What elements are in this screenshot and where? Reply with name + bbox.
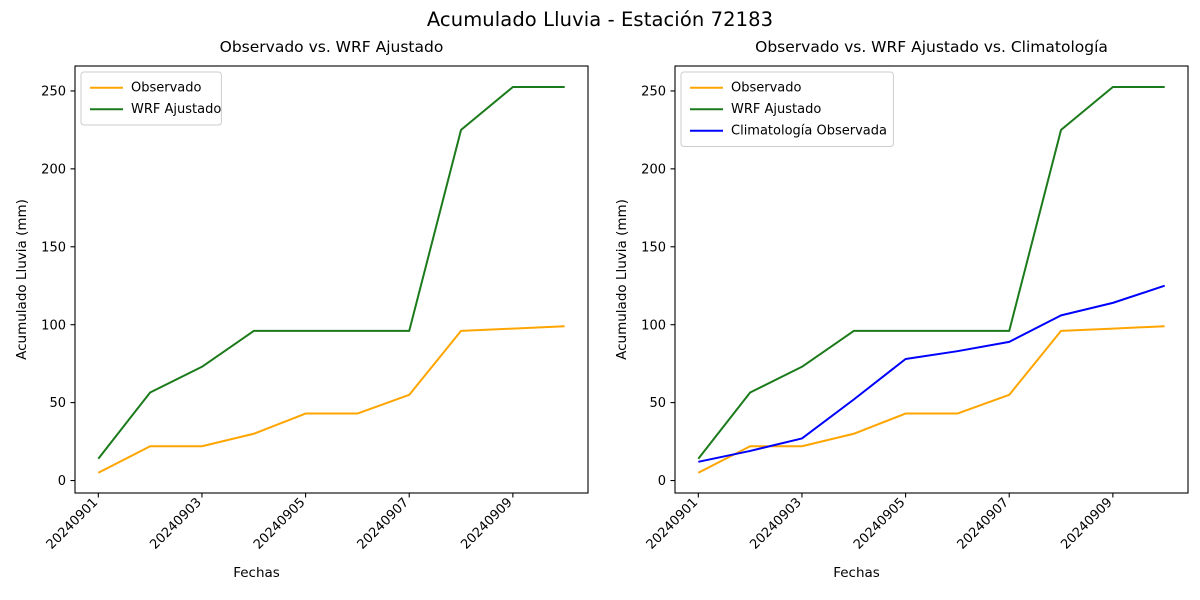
legend-label-climatolog-a-observada: Climatología Observada [731, 123, 887, 138]
x-axis-label: Fechas [833, 565, 880, 581]
x-tick-label: 20240901 [44, 495, 101, 552]
x-axis-label: Fechas [233, 565, 280, 581]
data-line-wrf-ajustado [697, 86, 1165, 460]
x-tick-label: 20240905 [851, 495, 908, 552]
chart-panel-left: Observado vs. WRF Ajustado 0 50 100 150 200 25… [14, 38, 589, 581]
y-tick-label: 100 [41, 318, 66, 333]
y-tick-label: 200 [41, 162, 66, 177]
x-tick-label: 20240901 [644, 495, 701, 552]
plot-frame [674, 65, 1189, 494]
axes-title: Observado vs. WRF Ajustado [220, 38, 444, 56]
y-tick-label: 150 [641, 240, 666, 255]
data-line-observado [97, 325, 565, 474]
legend-box [680, 71, 894, 147]
y-tick-label: 150 [41, 240, 66, 255]
x-tick-label: 20240909 [1058, 495, 1115, 552]
axes-title: Observado vs. WRF Ajustado vs. Climatolo… [755, 38, 1108, 56]
y-tick-label: 100 [641, 318, 666, 333]
y-tick-label: 250 [41, 85, 66, 100]
y-tick-label: 50 [49, 396, 66, 411]
y-tick-label: 50 [649, 396, 666, 411]
axes-right: Observado vs. WRF Ajustado vs. Climatolo… [614, 38, 1189, 581]
x-tick-label: 20240905 [251, 495, 308, 552]
y-tick-label: 250 [641, 85, 666, 100]
legend-label-wrf-ajustado: WRF Ajustado [131, 102, 221, 117]
x-tick-label: 20240907 [955, 495, 1012, 552]
figure-suptitle: Acumulado Lluvia - Estación 72183 [426, 8, 774, 31]
legend-label-observado: Observado [131, 80, 202, 95]
x-tick-label: 20240907 [355, 495, 412, 552]
data-line-observado [697, 325, 1165, 474]
y-tick-label: 200 [641, 162, 666, 177]
y-tick-label: 0 [658, 474, 666, 489]
y-tick-label: 0 [58, 474, 66, 489]
data-line-climatolog-a-observada [698, 284, 1165, 463]
chart-panel-right: Observado vs. WRF Ajustado vs. Climatolo… [600, 0, 1200, 600]
data-line-wrf-ajustado [97, 86, 565, 460]
plot-frame [74, 65, 589, 494]
x-tick-label: 20240903 [747, 495, 804, 552]
y-axis-label: Acumulado Lluvia (mm) [614, 199, 630, 360]
legend-box [80, 71, 222, 126]
x-tick-label: 20240903 [147, 495, 204, 552]
y-axis-label: Acumulado Lluvia (mm) [14, 199, 30, 360]
legend-label-wrf-ajustado: WRF Ajustado [731, 102, 821, 117]
axes-left: Observado vs. WRF Ajustado 0 50 100 150 200 25… [14, 38, 589, 581]
x-tick-label: 20240909 [458, 495, 515, 552]
legend-label-observado: Observado [731, 80, 802, 95]
